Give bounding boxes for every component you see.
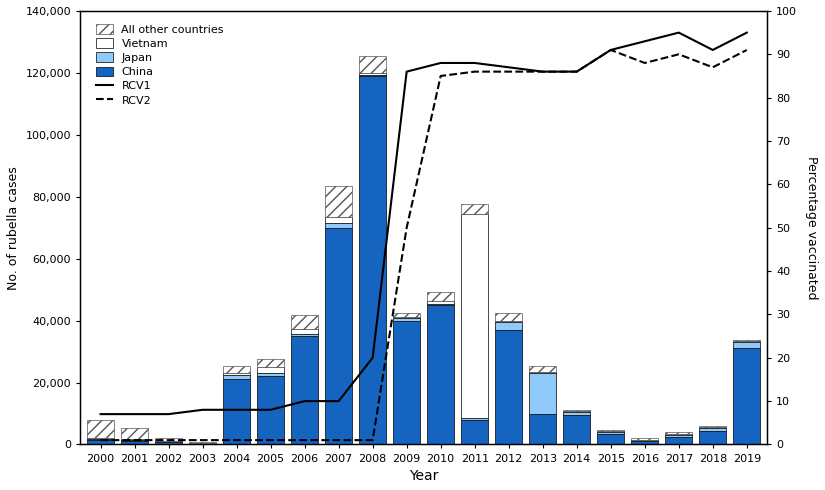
Bar (461, 418, 488, 420)
Bar (563, 411, 591, 412)
Bar (529, 373, 556, 414)
Bar (495, 322, 522, 330)
Bar (291, 329, 318, 334)
Bar (495, 330, 522, 444)
Bar (699, 431, 726, 444)
Bar (223, 379, 250, 444)
Bar (291, 334, 318, 336)
Y-axis label: No. of rubella cases: No. of rubella cases (7, 166, 20, 290)
Bar (393, 314, 420, 317)
Bar (87, 440, 114, 444)
Bar (597, 434, 625, 444)
Bar (733, 340, 761, 342)
X-axis label: Year: Year (409, 469, 438, 483)
Bar (631, 440, 658, 441)
Bar (359, 75, 386, 76)
Y-axis label: Percentage vaccinated: Percentage vaccinated (805, 156, 818, 299)
Bar (427, 305, 455, 444)
Bar (461, 214, 488, 418)
Bar (427, 301, 455, 304)
Bar (121, 439, 148, 440)
Bar (393, 318, 420, 320)
Bar (665, 432, 692, 434)
Bar (325, 217, 352, 223)
Bar (597, 432, 625, 434)
Bar (87, 420, 114, 438)
Bar (733, 342, 761, 343)
Bar (563, 415, 591, 444)
Bar (223, 366, 250, 373)
Bar (529, 372, 556, 373)
Bar (699, 428, 726, 431)
Bar (291, 336, 318, 444)
Bar (495, 321, 522, 322)
Bar (87, 438, 114, 439)
Bar (87, 439, 114, 440)
Bar (257, 359, 285, 367)
Bar (699, 427, 726, 428)
Bar (257, 376, 285, 444)
Bar (427, 304, 455, 305)
Bar (665, 435, 692, 437)
Bar (597, 430, 625, 432)
Bar (223, 373, 250, 375)
Bar (359, 73, 386, 75)
Bar (359, 56, 386, 73)
Bar (733, 348, 761, 444)
Legend: All other countries, Vietnam, Japan, China, RCV1, RCV2: All other countries, Vietnam, Japan, Chi… (92, 21, 228, 109)
Bar (665, 437, 692, 444)
Bar (359, 76, 386, 444)
Bar (325, 223, 352, 228)
Bar (257, 373, 285, 376)
Bar (665, 434, 692, 435)
Bar (427, 292, 455, 301)
Bar (121, 441, 148, 444)
Bar (189, 442, 216, 443)
Bar (257, 367, 285, 373)
Bar (563, 410, 591, 411)
Bar (393, 320, 420, 444)
Bar (155, 438, 182, 441)
Bar (325, 186, 352, 217)
Bar (733, 343, 761, 348)
Bar (495, 313, 522, 321)
Bar (631, 441, 658, 444)
Bar (529, 366, 556, 372)
Bar (699, 426, 726, 427)
Bar (563, 412, 591, 415)
Bar (393, 317, 420, 318)
Bar (325, 228, 352, 444)
Bar (631, 438, 658, 440)
Bar (121, 428, 148, 439)
Bar (461, 420, 488, 444)
Bar (529, 414, 556, 444)
Bar (121, 440, 148, 441)
Bar (291, 315, 318, 329)
Bar (223, 375, 250, 379)
Bar (461, 204, 488, 214)
Bar (155, 441, 182, 442)
Bar (155, 442, 182, 444)
